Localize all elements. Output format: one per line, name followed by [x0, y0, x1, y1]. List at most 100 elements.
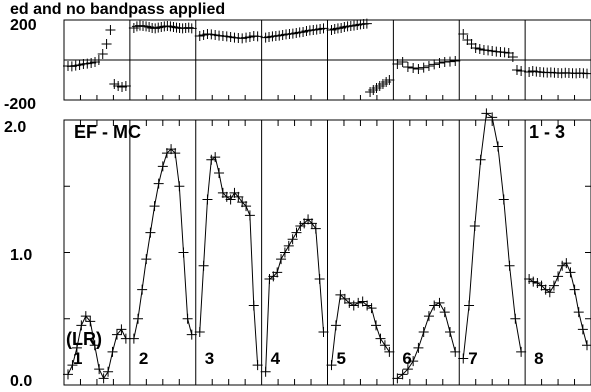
phase-point: [198, 30, 209, 40]
amplitude-point: [481, 108, 492, 119]
amplitude-point: [133, 313, 144, 324]
phase-point: [74, 60, 85, 70]
amplitude-point: [174, 181, 185, 192]
phase-point: [109, 79, 120, 89]
phase-point: [90, 57, 101, 67]
amplitude-point: [557, 260, 568, 271]
amplitude-point: [392, 373, 403, 384]
phase-point: [392, 59, 403, 69]
amplitude-point: [375, 333, 386, 344]
amplitude-line: [67, 315, 127, 380]
phase-point: [221, 31, 232, 42]
amplitude-point: [492, 141, 503, 152]
phase-point: [117, 82, 128, 92]
amplitude-point: [214, 168, 225, 178]
amplitude-point: [510, 313, 521, 324]
amplitude-point: [379, 340, 390, 351]
amplitude-point: [178, 247, 189, 258]
amplitude-point: [429, 300, 440, 311]
amplitude-point: [283, 240, 294, 251]
amplitude-point: [80, 311, 91, 322]
amplitude-point: [397, 369, 408, 380]
phase-point: [470, 43, 481, 53]
amplitude-point: [553, 271, 564, 282]
amplitude-point: [366, 303, 377, 314]
amplitude-point: [264, 274, 275, 284]
amplitude-point: [573, 307, 584, 318]
page-label: 1 - 3: [529, 122, 565, 142]
channel-label: 6: [402, 349, 411, 368]
phase-point: [361, 18, 372, 29]
amplitude-point: [276, 254, 287, 265]
phase-point: [210, 30, 221, 40]
phase-point: [444, 56, 455, 67]
amplitude-point: [85, 316, 96, 327]
phase-point: [105, 25, 116, 35]
amplitude-point: [89, 340, 100, 351]
amplitude-point: [498, 194, 509, 205]
phase-point: [434, 58, 445, 68]
amplitude-point: [186, 329, 197, 340]
amplitude-line: [199, 156, 259, 366]
amplitude-point: [116, 324, 127, 335]
amplitude-point: [225, 194, 236, 205]
phase-point: [194, 31, 205, 41]
amplitude-point: [444, 327, 455, 337]
amplitude-point: [145, 227, 156, 238]
amplitude-point: [128, 333, 139, 344]
amplitude-point: [198, 260, 209, 271]
amplitude-point: [475, 154, 486, 165]
amplitude-point: [153, 178, 164, 189]
amplitude-point: [67, 360, 78, 371]
amplitude-point: [233, 191, 244, 202]
amplitude-point: [314, 274, 325, 284]
amplitude-point: [335, 289, 346, 300]
amplitude-point: [268, 271, 279, 282]
amplitude-point: [504, 260, 515, 271]
phase-point: [423, 61, 434, 71]
amplitude-point: [137, 284, 148, 295]
channel-label: 2: [139, 349, 148, 368]
amplitude-point: [71, 342, 82, 353]
amplitude-point: [157, 161, 168, 172]
amplitude-point: [291, 227, 302, 238]
phase-point: [458, 29, 469, 39]
phase-point: [97, 49, 108, 59]
amplitude-point: [141, 254, 152, 265]
amplitude-point: [260, 366, 271, 377]
amplitude-point: [98, 373, 109, 384]
phase-point: [101, 39, 112, 49]
amplitude-point: [408, 356, 419, 367]
phase-point: [93, 55, 104, 65]
amplitude-point: [348, 300, 359, 311]
amplitude-point: [272, 267, 283, 278]
phase-point: [429, 59, 440, 70]
amplitude-point: [569, 284, 580, 295]
amplitude-point: [362, 300, 373, 311]
amplitude-point: [577, 324, 588, 335]
amplitude-point: [528, 276, 539, 287]
amplitude-line: [397, 302, 456, 379]
phase-point: [384, 75, 395, 85]
phase-tick-label-top: 200: [10, 17, 37, 34]
channel-labels: 1 2 3 4 5 6 7 8: [73, 349, 544, 368]
phase-point: [582, 68, 591, 79]
amplitude-point: [469, 221, 480, 231]
amplitude-point: [439, 307, 450, 318]
amplitude-point: [413, 342, 424, 353]
phase-point: [244, 32, 255, 42]
amplitude-point: [76, 320, 87, 331]
amplitude-point: [423, 311, 434, 322]
channel-label: 4: [271, 349, 281, 368]
phase-point: [237, 33, 248, 44]
amplitude-point: [561, 258, 572, 269]
phase-point: [483, 45, 494, 56]
phase-tick-label-bottom: -200: [4, 96, 36, 113]
phase-point: [318, 23, 329, 34]
amplitude-point: [241, 201, 252, 212]
phase-panel: [63, 18, 591, 101]
phase-point: [206, 29, 217, 40]
amplitude-point: [516, 346, 527, 357]
amplitude-point: [229, 187, 240, 198]
